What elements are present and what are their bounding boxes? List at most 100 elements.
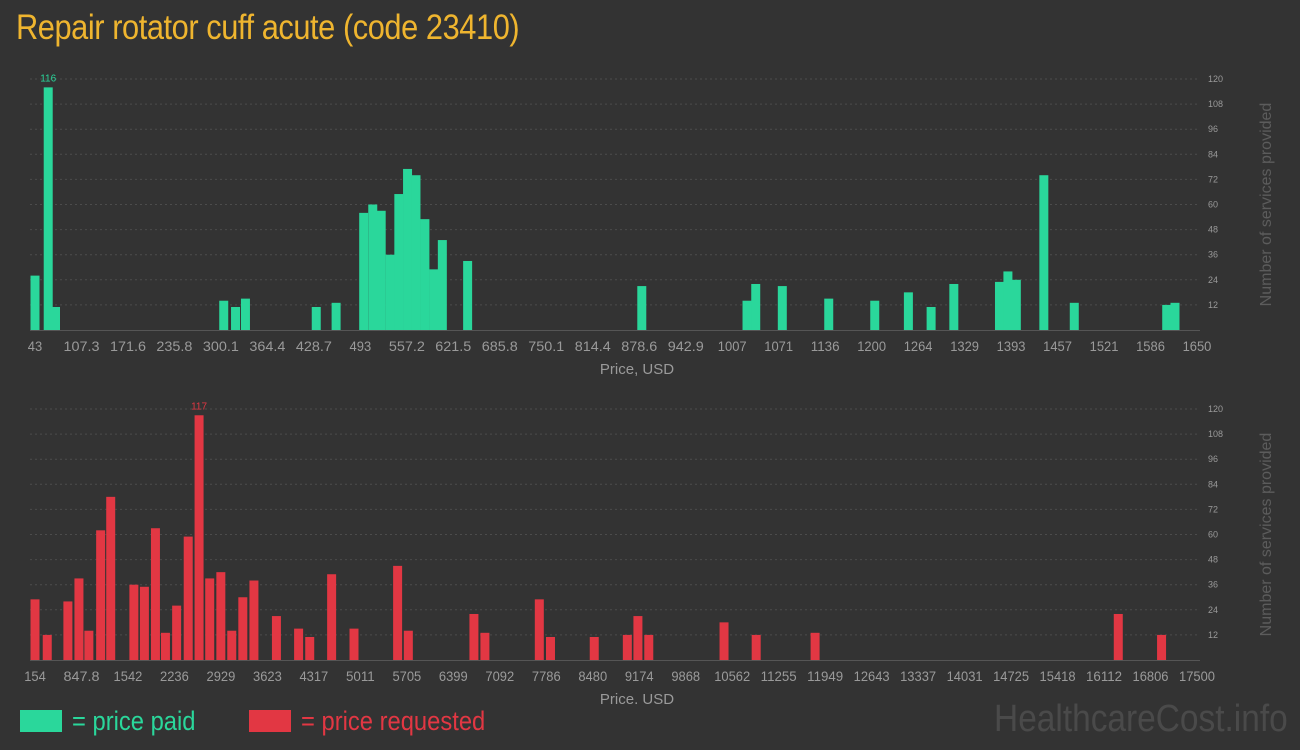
paid-x-tick-label: 1457 xyxy=(1043,338,1072,354)
requested-bar xyxy=(305,636,315,660)
paid-y-tick-label: 96 xyxy=(1208,124,1218,134)
paid-x-tick-label: 1264 xyxy=(904,338,933,354)
paid-bar xyxy=(1011,279,1021,330)
legend-requested-label: = price requested xyxy=(301,705,486,736)
paid-bar xyxy=(394,194,404,330)
paid-x-tick-label: 1393 xyxy=(997,338,1026,354)
requested-bar xyxy=(1113,613,1123,660)
paid-y-tick-label: 12 xyxy=(1208,300,1218,310)
requested-x-tick-label: 12643 xyxy=(854,668,890,684)
requested-y-tick-label: 84 xyxy=(1208,479,1218,489)
paid-y-tick-label: 84 xyxy=(1208,149,1218,159)
paid-x-tick-label: 493 xyxy=(350,338,372,354)
requested-bar xyxy=(227,630,237,660)
paid-x-tick-label: 1329 xyxy=(950,338,979,354)
paid-x-tick-label: 364.4 xyxy=(249,338,285,354)
paid-x-tick-label: 235.8 xyxy=(156,338,192,354)
paid-x-axis-label: Price, USD xyxy=(600,361,674,378)
requested-x-tick-label: 847.8 xyxy=(63,668,99,684)
requested-x-tick-label: 9174 xyxy=(625,668,654,684)
paid-bar xyxy=(420,219,430,330)
paid-y-tick-label: 36 xyxy=(1208,250,1218,260)
paid-y-tick-label: 120 xyxy=(1208,74,1223,84)
paid-bar xyxy=(751,283,761,330)
paid-x-tick-label: 1200 xyxy=(857,338,886,354)
paid-bar xyxy=(1170,302,1180,330)
paid-x-tick-label: 1586 xyxy=(1136,338,1165,354)
watermark: HealthcareCost.info xyxy=(994,698,1288,740)
requested-bar xyxy=(42,634,52,660)
requested-bar xyxy=(216,572,226,660)
requested-x-tick-label: 5705 xyxy=(392,668,421,684)
price-paid-chart: 12 24 36 48 60 72 84 96 108 120 116 43 107.3 171.6 235… xyxy=(28,73,1275,378)
paid-x-tick-label: 557.2 xyxy=(389,338,425,354)
paid-bar xyxy=(403,168,413,330)
legend-paid-label: = price paid xyxy=(72,705,196,736)
legend-requested-swatch xyxy=(249,710,291,732)
paid-x-tick-label: 750.1 xyxy=(528,338,564,354)
paid-bar xyxy=(1003,271,1013,330)
requested-bar xyxy=(139,586,149,660)
requested-bar xyxy=(129,584,139,660)
paid-y-axis-label: Number of services provided xyxy=(1258,103,1275,307)
paid-peak-label: 116 xyxy=(40,73,56,84)
requested-bar xyxy=(534,599,544,660)
paid-bar xyxy=(331,302,341,330)
paid-bar xyxy=(1162,304,1172,330)
paid-x-tick-label: 1007 xyxy=(718,338,747,354)
requested-bar xyxy=(480,632,490,660)
requested-bar xyxy=(719,622,729,660)
paid-bar xyxy=(637,286,647,330)
requested-y-tick-label: 108 xyxy=(1208,429,1223,439)
paid-x-tick-label: 171.6 xyxy=(110,338,146,354)
paid-x-tick-label: 107.3 xyxy=(63,338,99,354)
requested-y-tick-label: 12 xyxy=(1208,630,1218,640)
requested-bar xyxy=(589,636,599,660)
paid-bar xyxy=(926,306,936,330)
requested-x-tick-label: 6399 xyxy=(439,668,468,684)
requested-x-tick-label: 14031 xyxy=(947,668,983,684)
paid-bar xyxy=(1039,175,1049,330)
requested-x-axis-label: Price, USD xyxy=(600,691,674,704)
paid-bar xyxy=(777,286,787,330)
paid-x-tick-label: 685.8 xyxy=(482,338,518,354)
requested-y-tick-label: 24 xyxy=(1208,605,1218,615)
legend-requested: = price requested xyxy=(249,704,510,738)
requested-bar xyxy=(622,634,632,660)
requested-bar xyxy=(349,628,359,660)
requested-x-tick-label: 5011 xyxy=(346,668,375,684)
requested-bar xyxy=(751,634,761,660)
paid-bar xyxy=(368,204,378,330)
paid-bar xyxy=(219,300,229,330)
paid-bar xyxy=(411,175,421,330)
requested-x-tick-label: 11255 xyxy=(761,668,797,684)
paid-bar xyxy=(429,269,439,330)
requested-x-tick-label: 7786 xyxy=(532,668,561,684)
requested-bar xyxy=(545,636,555,660)
requested-bar xyxy=(1157,634,1167,660)
requested-bar xyxy=(30,599,40,660)
paid-x-tick-label: 942.9 xyxy=(668,338,704,354)
paid-bar xyxy=(43,87,53,330)
paid-bar xyxy=(870,300,880,330)
legend-paid: = price paid xyxy=(20,704,212,738)
requested-x-tick-label: 154 xyxy=(24,668,46,684)
paid-y-tick-label: 108 xyxy=(1208,99,1223,109)
requested-bar xyxy=(469,613,479,660)
requested-bar xyxy=(63,601,73,660)
requested-bar xyxy=(238,597,248,660)
paid-bar xyxy=(903,292,913,330)
requested-y-axis-label: Number of services provided xyxy=(1258,433,1275,637)
requested-x-tick-label: 1542 xyxy=(114,668,143,684)
requested-y-tick-label: 60 xyxy=(1208,530,1218,540)
requested-bar xyxy=(74,578,84,660)
requested-x-tick-label: 10562 xyxy=(714,668,750,684)
paid-bar xyxy=(994,281,1004,330)
requested-x-tick-label: 17500 xyxy=(1179,668,1215,684)
paid-y-tick-label: 24 xyxy=(1208,275,1218,285)
requested-x-tick-label: 2929 xyxy=(207,668,236,684)
paid-bar xyxy=(231,306,241,330)
requested-bar xyxy=(810,632,820,660)
requested-x-tick-label: 16806 xyxy=(1133,668,1169,684)
requested-bar xyxy=(84,630,94,660)
